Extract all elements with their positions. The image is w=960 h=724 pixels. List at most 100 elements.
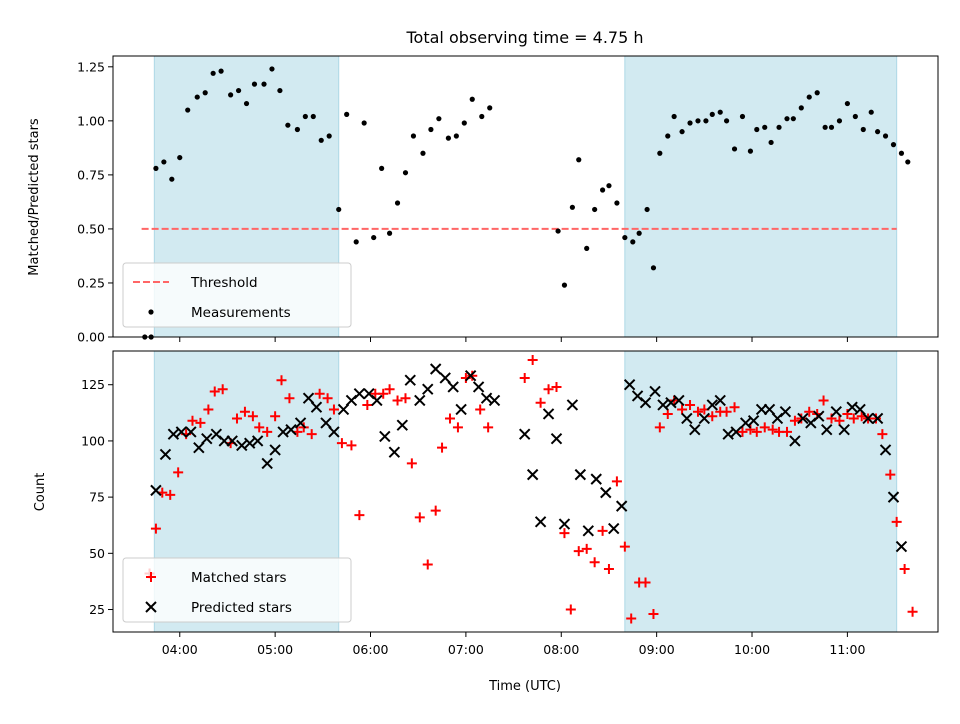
data-point-predicted [739,417,752,429]
data-point-predicted [328,426,340,438]
data-point [784,116,790,122]
data-point-predicted [175,426,188,438]
axes-frame [112,350,939,633]
data-point [776,124,782,130]
y-tick-label: 0.25 [77,275,105,290]
data-point-predicted [895,540,908,553]
data-point-predicted [550,432,563,445]
x-tick-label: 06:00 [352,642,388,657]
data-point-matched [648,609,659,620]
data-point [394,200,401,206]
data-point-matched [209,386,220,397]
data-point [318,137,324,143]
data-point-predicted [615,500,628,512]
data-point-matched [173,467,184,478]
data-point-matched [475,404,486,415]
data-point [622,234,628,241]
data-point-predicted [681,412,693,425]
data-point-matched [400,393,411,404]
data-point-predicted [167,428,180,440]
data-point [302,113,308,120]
data-point-matched [203,404,214,415]
data-point [243,100,250,107]
data-point-predicted [429,363,442,375]
data-point [592,206,598,213]
data-point-matched [483,422,494,433]
data-point-predicted [277,426,289,438]
data-point-predicted [706,399,718,411]
y-axis-label-bottom: Count [33,473,48,512]
data-point [294,126,300,133]
data-point-predicted [846,401,858,413]
data-point-predicted [518,428,531,440]
data-point [386,230,393,236]
axes-frame [112,55,939,338]
data-point-matched [848,413,859,424]
x-tick-label: 05:00 [257,642,293,657]
data-point-predicted [821,423,833,436]
data-point-predicted [226,435,238,447]
data-point-predicted [193,441,205,454]
data-point [868,109,874,115]
data-point-matched [165,489,176,500]
data-point [402,170,409,176]
data-point [371,234,377,241]
data-point-predicted [285,423,297,436]
data-point-matched [527,354,538,365]
data-point [218,68,224,74]
data-point [679,129,685,135]
x-tick-label: 10:00 [734,642,770,657]
data-point [860,126,866,133]
data-point [747,148,754,154]
data-point-predicted [689,423,701,436]
legend-label: Predicted stars [191,600,292,616]
data-point-matched [444,413,455,424]
data-point-matched [573,546,584,557]
data-point-predicted [150,484,162,497]
data-point [836,118,843,124]
data-point-matched [276,375,287,386]
legend-box [122,557,352,623]
data-point-predicted [797,412,809,425]
data-point [665,133,671,139]
data-point-predicted [566,399,579,411]
data-point [822,124,828,130]
data-point [890,142,897,148]
data-point [806,94,812,100]
data-point [569,204,575,210]
data-point-predicted [558,518,571,530]
data-point [606,183,612,189]
data-point [798,105,804,111]
data-point-matched [751,426,762,437]
data-point-predicted [447,381,459,393]
data-point-matched [414,512,425,523]
data-point-matched [284,393,295,404]
data-point-predicted [414,394,426,407]
data-point [261,81,267,87]
data-point-matched [430,505,441,516]
data-point-predicted [789,435,801,447]
data-point-predicted [582,525,594,537]
data-point-matched [270,411,281,422]
data-point-matched [306,429,317,440]
data-point-predicted [488,394,501,407]
data-point [436,116,442,122]
data-point [731,146,738,152]
y-tick-label: 1.25 [77,59,105,74]
data-point-predicted [302,392,315,404]
y-tick-label: 125 [81,377,105,392]
y-tick-label: 0.50 [77,221,105,236]
data-point [194,94,200,100]
data-point [326,133,332,139]
data-point [790,116,796,122]
data-point-matched [589,557,600,568]
count-panel: 25 50 75 100 125 04:00 05:00 06:00 07:00 08:00 09:… [81,350,939,657]
data-point-predicted [698,412,711,425]
data-point-predicted [542,408,555,420]
data-point-predicted [251,435,264,447]
data-point-predicted [236,439,248,452]
data-point-predicted [534,516,547,528]
data-point-predicted [294,417,307,429]
data-point-predicted [639,396,652,409]
data-point-matched [239,406,250,417]
